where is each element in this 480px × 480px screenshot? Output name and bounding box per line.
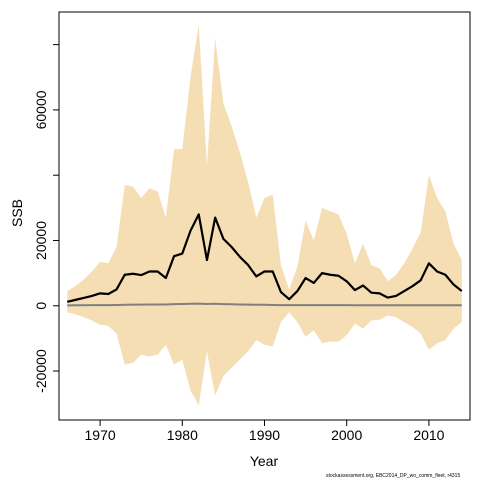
confidence-band xyxy=(67,25,462,406)
y-axis: -20000 0 20000 60000 xyxy=(33,44,59,393)
y-axis-label: SSB xyxy=(9,199,25,227)
y-tick-label: 0 xyxy=(33,302,49,310)
footer-credit: stockassessment.org, EBC2014_DP_wo_comm_… xyxy=(326,473,461,479)
x-tick-label: 1970 xyxy=(85,427,116,443)
x-axis-label: Year xyxy=(250,453,279,469)
x-axis: 1970 1980 1990 2000 2010 xyxy=(85,420,445,443)
y-tick-label: -20000 xyxy=(33,349,49,393)
confidence-band-layer xyxy=(67,25,462,406)
x-tick-label: 1990 xyxy=(249,427,280,443)
y-tick-label: 20000 xyxy=(33,221,49,260)
x-tick-label: 2010 xyxy=(413,427,444,443)
series-line-layer xyxy=(66,213,463,307)
x-tick-label: 2000 xyxy=(331,427,362,443)
reference-line xyxy=(67,302,462,307)
x-tick-label: 1980 xyxy=(167,427,198,443)
y-tick-label: 60000 xyxy=(33,90,49,129)
ssb-estimate-line xyxy=(66,213,463,303)
